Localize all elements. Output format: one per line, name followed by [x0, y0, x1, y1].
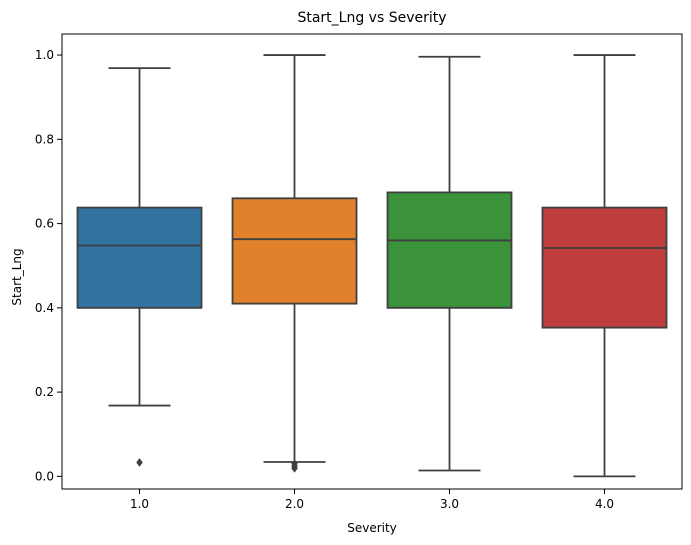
box-group-3.0: [386, 55, 513, 472]
iqr-box: [231, 197, 358, 305]
y-tick-label: 0.2: [35, 385, 54, 399]
iqr-box: [386, 191, 513, 309]
y-tick-label: 0.6: [35, 217, 54, 231]
iqr-box: [76, 206, 203, 309]
box-group-1.0: [76, 67, 203, 467]
axes-frame: [61, 33, 683, 490]
plot-area: 0.0 0.2 0.4 0.6 0.8 1.0 1.0 2.0 3.0 4.0: [35, 33, 683, 511]
outlier-point: [291, 463, 298, 473]
y-tick-label: 1.0: [35, 48, 54, 62]
y-tick-label: 0.8: [35, 132, 54, 146]
x-tick-label: 1.0: [130, 497, 149, 511]
y-axis-label: Start_Lng: [10, 248, 24, 305]
x-axis-label: Severity: [347, 521, 397, 535]
iqr-box: [541, 206, 668, 329]
box-group-4.0: [541, 54, 668, 478]
y-tick-label: 0.4: [35, 301, 54, 315]
x-tick-label: 3.0: [440, 497, 459, 511]
x-tick-label: 4.0: [595, 497, 614, 511]
chart-title: Start_Lng vs Severity: [297, 10, 446, 26]
y-tick-label: 0.0: [35, 469, 54, 483]
box-group-2.0: [231, 54, 358, 473]
x-tick-label: 2.0: [285, 497, 304, 511]
outlier-point: [136, 458, 143, 467]
